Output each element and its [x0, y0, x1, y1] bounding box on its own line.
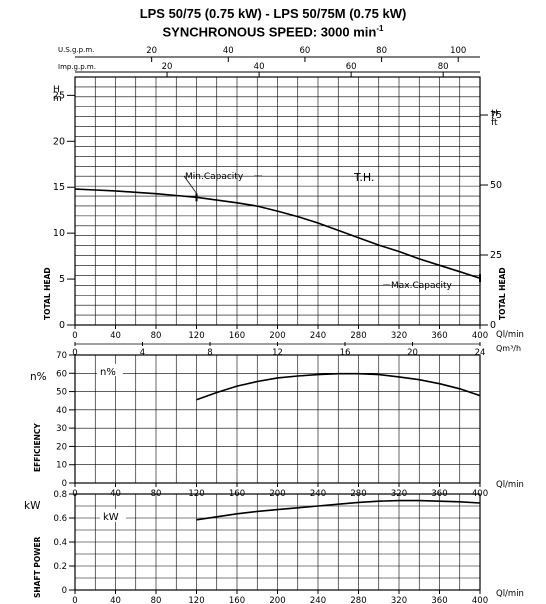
- m3h-tick-label: 0: [72, 348, 77, 358]
- efficiency-curve-label: n%: [100, 367, 116, 378]
- efficiency-y-tick-label: 20: [56, 442, 67, 452]
- impgpm-tick-label: 80: [438, 62, 449, 72]
- head-y-label: H: [53, 85, 60, 95]
- chart-subtitle: SYNCHRONOUS SPEED: 3000 min-1: [0, 21, 546, 39]
- efficiency-y-tick-label: 10: [56, 461, 67, 471]
- m3h-tick-label: 4: [140, 348, 145, 358]
- head-y-tick-label: 20: [53, 136, 65, 147]
- head-x-tick-label: 200: [269, 331, 285, 341]
- power-x-unit: Ql/min: [496, 589, 524, 599]
- impgpm-tick-label: 40: [254, 62, 265, 72]
- m3h-tick-label: 24: [475, 348, 486, 358]
- usgpm-tick-label: 40: [223, 46, 234, 56]
- power-y-tick-label: 0.2: [53, 562, 67, 572]
- head-y2-unit: ft: [491, 118, 498, 128]
- head-x-tick-label: 360: [431, 331, 447, 341]
- impgpm-axis-label: Imp.g.p.m.: [58, 63, 96, 71]
- power-x-tick-label: 120: [188, 596, 204, 604]
- power-axis-title: SHAFT POWER: [33, 536, 42, 598]
- head-y2-tick-label: 75: [490, 110, 502, 121]
- speed-text: SYNCHRONOUS SPEED: 3000 min: [162, 24, 377, 40]
- power-curve: [196, 499, 481, 521]
- head-x-tick-label: 160: [229, 331, 245, 341]
- head-curve: [74, 188, 481, 279]
- efficiency-y-tick-label: 70: [56, 351, 67, 361]
- chart-title: LPS 50/75 (0.75 kW) - LPS 50/75M (0.75 k…: [139, 6, 407, 21]
- m3h-tick-label: 16: [340, 348, 351, 358]
- power-curve-label: kW: [103, 512, 119, 523]
- head-x-tick-label: 0: [72, 331, 77, 341]
- m3h-tick-label: 8: [207, 348, 212, 358]
- head-x-unit: Ql/min: [496, 330, 524, 340]
- power-y-label: kW: [24, 500, 41, 512]
- head-x-tick-label: 40: [110, 331, 121, 341]
- efficiency-axis-title: EFFICIENCY: [33, 423, 42, 472]
- min-capacity-label: Min.Capacity: [185, 172, 244, 182]
- power-x-tick-label: 280: [350, 596, 366, 604]
- min-capacity-leader: [183, 175, 197, 194]
- power-x-tick-label: 80: [151, 596, 162, 604]
- head-y-tick-label: 10: [53, 228, 65, 239]
- power-x-tick-label: 240: [310, 596, 326, 604]
- power-x-tick-label: 40: [110, 596, 121, 604]
- power-y-tick-label: 0.8: [53, 490, 67, 500]
- efficiency-y-label: n%: [30, 371, 47, 383]
- usgpm-tick-label: 20: [146, 46, 157, 56]
- power-x-tick-label: 160: [229, 596, 245, 604]
- usgpm-tick-label: 60: [300, 46, 311, 56]
- usgpm-tick-label: 80: [376, 46, 387, 56]
- head-y2-tick-label: 50: [490, 180, 502, 191]
- head-x-tick-label: 400: [472, 331, 488, 341]
- efficiency-label-bg: [97, 364, 123, 376]
- power-y-tick-label: 0: [62, 586, 67, 596]
- m3h-tick-label: 12: [272, 348, 283, 358]
- power-y-tick-label: 0.6: [53, 514, 67, 524]
- efficiency-y-tick-label: 40: [56, 406, 67, 416]
- head-x-tick-label: 320: [391, 331, 407, 341]
- head-curve-label: T.H.: [353, 171, 375, 184]
- head-y-tick-label: 15: [53, 182, 65, 193]
- head-axis-title-right: TOTAL HEAD: [498, 267, 507, 320]
- m3h-axis-label: Qm³/h: [496, 344, 521, 353]
- head-y2-label: H: [491, 109, 498, 119]
- efficiency-curve: [196, 372, 481, 401]
- max-capacity-label: Max.Capacity: [391, 281, 452, 291]
- impgpm-tick-label: 20: [162, 62, 173, 72]
- power-x-tick-label: 200: [269, 596, 285, 604]
- chart-header: LPS 50/75 (0.75 kW) - LPS 50/75M (0.75 k…: [0, 6, 546, 39]
- head-y-tick-label: 25: [53, 90, 65, 101]
- head-axis-title: TOTAL HEAD: [43, 267, 52, 320]
- head-y-tick-label: 0: [59, 320, 65, 331]
- power-x-tick-label: 360: [431, 596, 447, 604]
- power-label-bg: [100, 509, 126, 522]
- head-x-tick-label: 280: [350, 331, 366, 341]
- efficiency-y-tick-label: 0: [62, 479, 67, 489]
- efficiency-y-tick-label: 30: [56, 424, 67, 434]
- head-y-unit: m: [53, 94, 62, 104]
- usgpm-tick-label: 100: [450, 46, 466, 56]
- head-x-tick-label: 240: [310, 331, 326, 341]
- head-y-tick-label: 5: [59, 274, 65, 285]
- efficiency-x-unit: Ql/min: [496, 480, 524, 490]
- head-y2-tick-label: 25: [490, 250, 502, 261]
- power-y-tick-label: 0.4: [53, 538, 67, 548]
- impgpm-tick-label: 60: [346, 62, 357, 72]
- head-x-tick-label: 80: [151, 331, 162, 341]
- speed-exponent: -1: [376, 24, 384, 33]
- power-x-tick-label: 320: [391, 596, 407, 604]
- head-x-tick-label: 120: [188, 331, 204, 341]
- usgpm-axis-label: U.S.g.p.m.: [58, 46, 94, 54]
- power-x-tick-label: 400: [472, 596, 488, 604]
- m3h-tick-label: 20: [407, 348, 418, 358]
- head-y2-tick-label: 0: [490, 320, 496, 331]
- efficiency-y-tick-label: 60: [56, 369, 67, 379]
- efficiency-y-tick-label: 50: [56, 388, 67, 398]
- power-x-tick-label: 0: [72, 596, 77, 604]
